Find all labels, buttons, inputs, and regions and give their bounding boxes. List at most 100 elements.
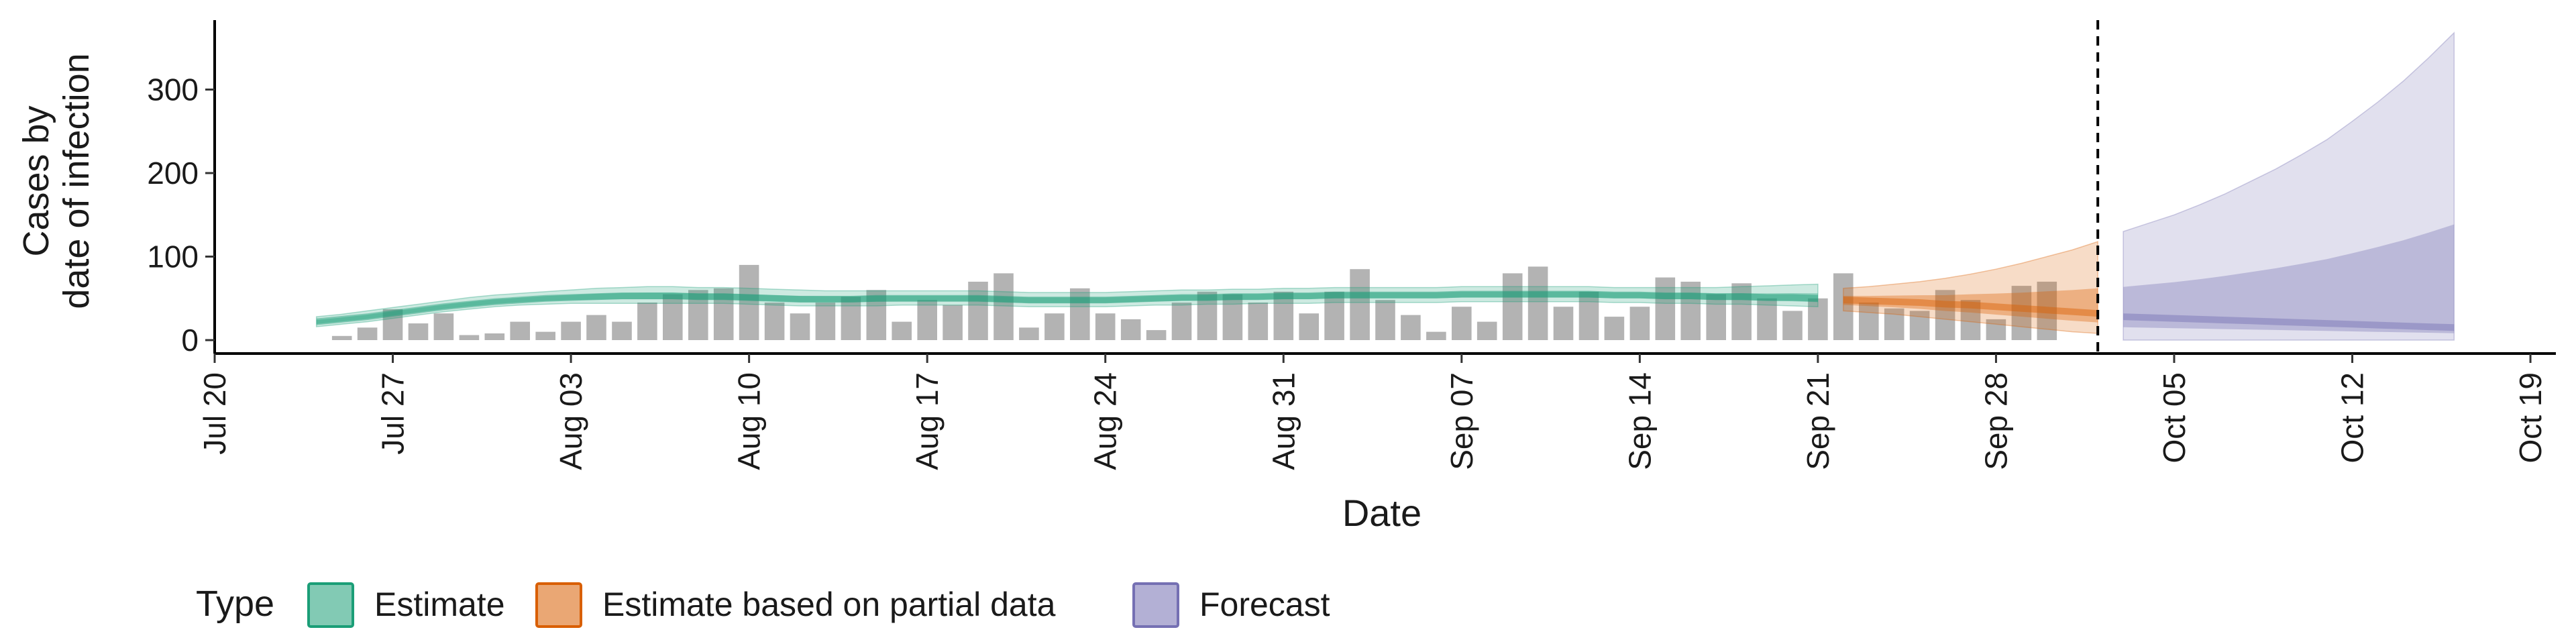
x-tick-label: Oct 19 <box>2513 372 2548 464</box>
observed-bar <box>1070 288 1090 340</box>
x-tick-label: Aug 24 <box>1088 372 1123 470</box>
observed-bar <box>1248 303 1269 340</box>
x-axis-label: Date <box>1342 492 1421 534</box>
x-tick-label: Oct 12 <box>2335 372 2370 464</box>
observed-bar <box>1578 291 1599 340</box>
observed-bar <box>1859 303 1879 340</box>
observed-bar <box>943 305 963 340</box>
forecast-20-band <box>2123 313 2455 331</box>
observed-bar <box>1502 273 1523 340</box>
observed-bar <box>1757 298 1777 341</box>
observed-bar <box>535 331 555 340</box>
x-tick-label: Jul 27 <box>376 372 411 455</box>
observed-bar <box>1782 311 1803 340</box>
observed-bar <box>1146 330 1167 340</box>
observed-bar <box>1299 313 1319 340</box>
observed-bar <box>1731 283 1752 340</box>
x-tick-label: Jul 20 <box>197 372 232 455</box>
y-axis-label-line-1: Cases by <box>16 105 56 256</box>
legend-label-estimate-based-on-partial-data: Estimate based on partial data <box>602 586 1056 623</box>
forecast-50-band <box>2123 224 2455 333</box>
observed-bar <box>1553 307 1574 340</box>
estimate-based-on-partial-data-50-band <box>1843 288 2098 323</box>
observed-bar <box>1808 298 1828 341</box>
legend-swatch-forecast <box>1132 582 1179 628</box>
observed-bar <box>510 321 530 340</box>
observed-bar <box>1477 321 1497 340</box>
estimate-bands <box>315 32 2455 341</box>
observed-bar <box>1629 307 1650 340</box>
observed-bar <box>357 327 378 340</box>
legend-label-estimate: Estimate <box>374 586 505 623</box>
observed-bar <box>892 321 912 340</box>
observed-bar <box>1324 291 1344 340</box>
observed-bar <box>1095 313 1116 340</box>
observed-bar <box>1171 303 1192 340</box>
legend-title: Type <box>196 584 274 624</box>
observed-bar <box>612 321 632 340</box>
forecast-90-band <box>2123 32 2455 341</box>
observed-bar <box>1680 281 1701 340</box>
observed-bar <box>815 303 836 340</box>
estimate-90-band <box>315 283 1819 327</box>
observed-bar <box>408 323 429 340</box>
observed-bar <box>917 300 937 340</box>
observed-bar <box>1986 319 2006 340</box>
observed-bar <box>1527 266 1548 340</box>
observed-bar <box>1884 308 1904 340</box>
observed-bar <box>1426 331 1446 340</box>
observed-bar <box>1452 307 1472 340</box>
observed-cases-bars <box>331 264 2057 341</box>
x-tick-label: Sep 28 <box>1978 372 2013 470</box>
x-tick-label: Sep 14 <box>1622 372 1657 470</box>
observed-bar <box>713 288 734 340</box>
observed-bar <box>1655 277 1676 340</box>
observed-bar <box>484 333 505 340</box>
observed-bar <box>561 321 581 340</box>
observed-bar <box>2037 281 2057 340</box>
observed-bar <box>1273 291 1294 340</box>
observed-bar <box>790 313 810 340</box>
observed-bar <box>1350 269 1370 340</box>
observed-bar <box>1222 294 1243 340</box>
axis-labels: Cases by date of infection Date <box>16 53 1421 534</box>
y-tick-label: 0 <box>181 323 199 358</box>
legend: Type Estimate Estimate based on partial d… <box>196 582 1330 628</box>
observed-bar <box>1044 313 1065 340</box>
y-tick-label: 200 <box>147 156 199 191</box>
x-tick-label: Aug 03 <box>553 372 588 470</box>
x-tick-label: Aug 10 <box>732 372 767 470</box>
x-tick-label: Sep 21 <box>1801 372 1835 470</box>
observed-bar <box>1935 290 1955 340</box>
observed-bar <box>433 313 454 340</box>
y-tick-label: 100 <box>147 239 199 274</box>
observed-bar <box>1375 300 1395 340</box>
observed-bar <box>1604 317 1625 340</box>
estimate-20-band <box>316 290 1818 325</box>
estimate-based-on-partial-data-20-band <box>1843 297 2098 317</box>
observed-bar <box>331 335 352 340</box>
observed-bar <box>1960 300 1981 340</box>
observed-bar <box>663 294 683 340</box>
observed-bar <box>459 335 480 340</box>
axes: 0 100 200 300 Jul 20 Jul 27 Aug 03 Aug 10 Aug 17… <box>147 20 2556 470</box>
x-tick-label: Aug 31 <box>1266 372 1301 470</box>
observed-bar <box>2011 286 2032 340</box>
observed-bar <box>1197 291 1218 340</box>
x-tick-label: Aug 17 <box>910 372 945 470</box>
estimate-50-band <box>316 291 1818 324</box>
observed-bar <box>1401 315 1421 340</box>
legend-swatch-estimate <box>307 582 354 628</box>
observed-bar <box>739 264 759 340</box>
observed-bar <box>637 303 657 340</box>
observed-bar <box>994 273 1014 340</box>
observed-bar <box>1706 294 1726 340</box>
observed-bar <box>841 297 861 340</box>
observed-bar <box>866 290 887 340</box>
y-axis-label-line-2: date of infection <box>56 53 97 309</box>
observed-bar <box>1909 311 1930 340</box>
legend-swatch-estimate-based-on-partial-data <box>535 582 582 628</box>
observed-bar <box>586 315 606 340</box>
x-tick-label: Oct 05 <box>2157 372 2192 464</box>
